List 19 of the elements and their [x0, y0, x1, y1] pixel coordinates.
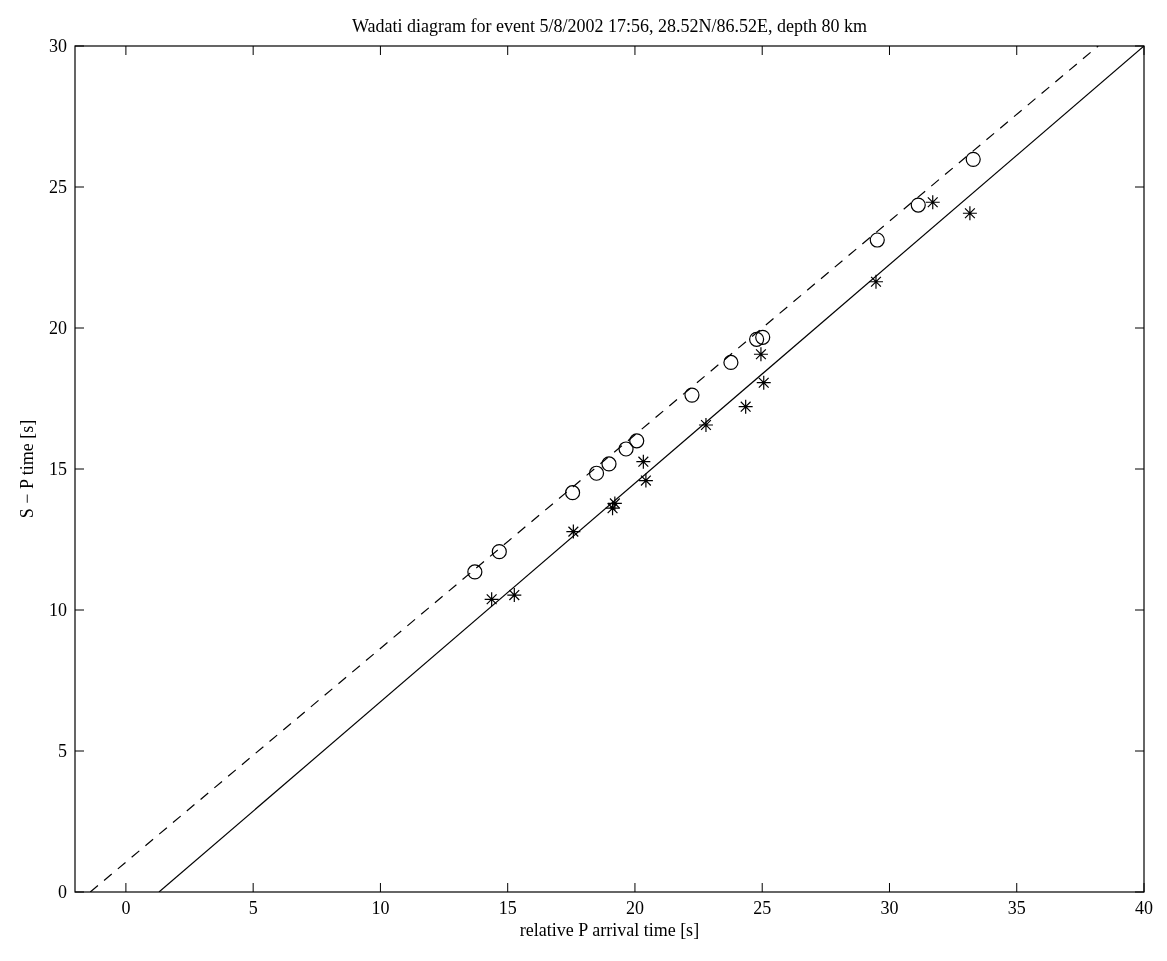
x-tick-label: 35: [1007, 898, 1026, 918]
y-tick-label: 30: [49, 36, 67, 57]
y-tick-label: 10: [49, 600, 67, 621]
y-tick-label: 15: [49, 459, 67, 480]
y-tick-label: 20: [49, 318, 67, 339]
y-tick-label: 5: [58, 741, 67, 762]
x-axis-title: relative P arrival time [s]: [519, 920, 700, 940]
x-tick-label: 15: [498, 898, 517, 918]
x-tick-label: 10: [371, 898, 390, 918]
y-tick-label: 25: [49, 177, 67, 198]
chart-title: Wadati diagram for event 5/8/2002 17:56, 28.52N/86.52E, depth 80 km: [352, 16, 867, 36]
y-tick-label: 0: [58, 882, 67, 903]
x-tick-label: 30: [880, 898, 899, 918]
x-tick-label: 40: [1135, 898, 1153, 918]
x-tick-label: 20: [625, 898, 644, 918]
x-tick-label: 5: [248, 898, 258, 918]
y-axis-title: S − P time [s]: [17, 419, 37, 519]
x-tick-label: 0: [121, 898, 131, 918]
x-tick-label: 25: [753, 898, 772, 918]
